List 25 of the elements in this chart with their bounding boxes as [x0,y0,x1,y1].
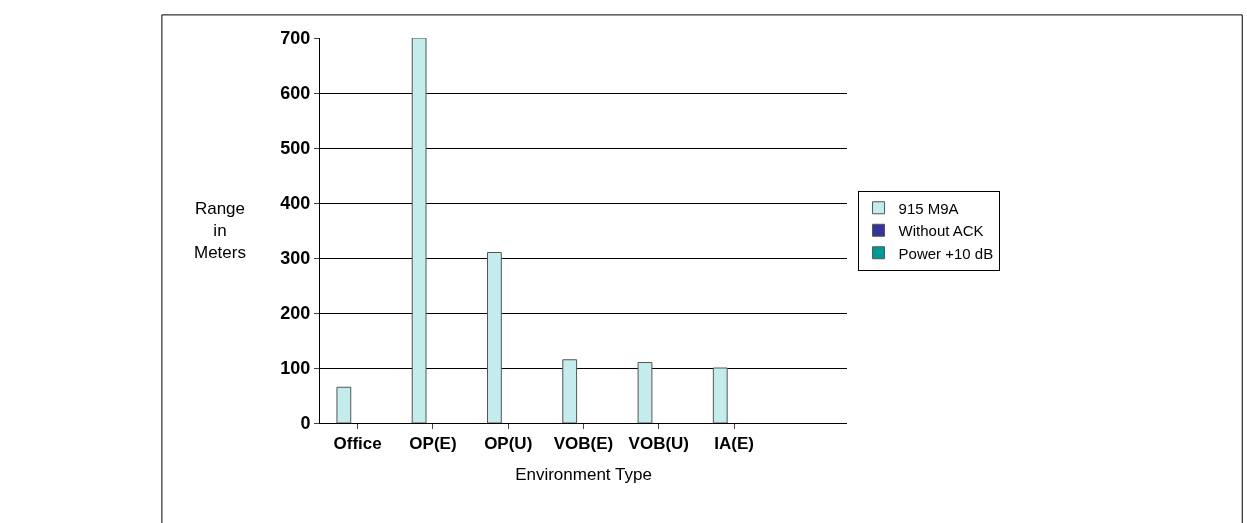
y-tick-label: 0 [300,413,311,434]
legend-label: Power +10 dB [898,244,994,262]
x-axis-title: Environment Type [515,464,652,484]
x-tick-label: Office [333,434,382,454]
bar [336,386,352,423]
x-tick-label: OP(E) [409,434,457,454]
x-tick-label: VOB(E) [553,434,614,454]
y-tick-label: 200 [280,303,311,324]
y-tick-label: 700 [280,28,311,49]
x-tick-label: VOB(U) [628,434,690,454]
bar [562,359,578,423]
y-tick-label: 400 [280,193,311,214]
bar [712,367,728,423]
bar [637,362,653,423]
y-tick-label: 300 [280,248,311,269]
y-tick-label: 600 [280,83,311,104]
bar [411,38,427,423]
bar [487,252,502,423]
y-axis-title: Range in Meters [194,199,246,263]
legend-label: Without ACK [898,222,984,240]
x-tick-label: IA(E) [714,434,754,454]
y-tick-label: 100 [280,358,311,379]
x-tick-label: OP(U) [484,434,533,454]
legend-label: 915 M9A [898,199,959,217]
y-tick-label: 500 [280,138,311,159]
